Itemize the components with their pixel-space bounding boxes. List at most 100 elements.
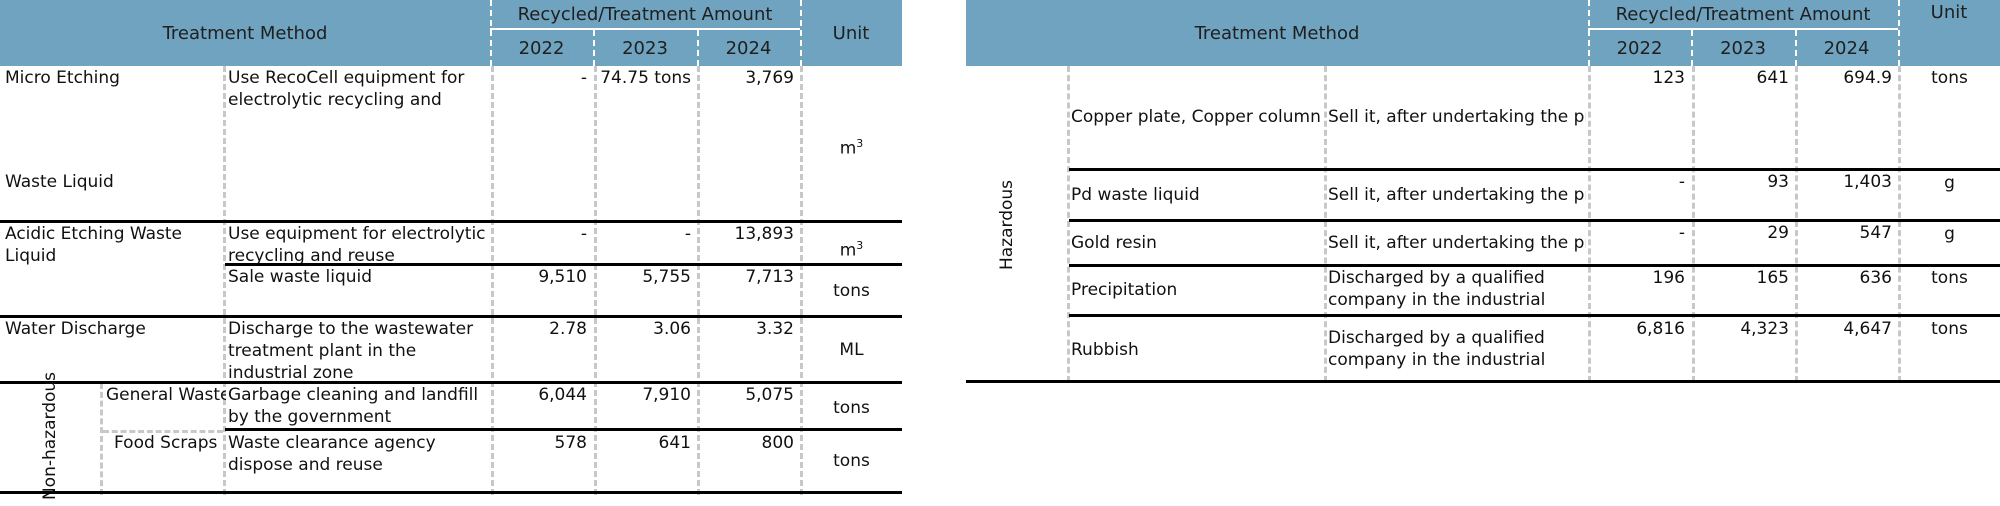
left-year-2022: 2022 [518,37,565,59]
gold-resin-name: Gold resin [1071,233,1157,253]
right-col-sep-name [1067,66,1070,382]
acidic-1-2022: - [580,224,587,244]
non-hazardous-label: Non-hazardous [40,371,60,501]
right-col-sep-2022 [1588,66,1591,382]
general-waste-method: Garbage cleaning and landfill by the gov… [228,385,479,427]
acidic-etching-method-1: Use equipment for electrolytic recycling… [228,224,486,263]
micro-etching-unit-base: m [839,138,857,159]
left-header-vsep-4 [800,0,802,66]
right-col-sep-method [1324,66,1327,382]
right-header-unit-label: Unit [1930,2,1968,23]
general-2023: 7,910 [642,385,691,405]
right-header-amount-label: Recycled/Treatment Amount [1615,3,1871,25]
right-rule-2 [1069,219,2000,222]
general-waste-name: General Waste [106,385,226,405]
copper-2022: 123 [1652,68,1685,88]
water-2024: 3.32 [756,319,794,339]
gold-unit: g [1944,224,1955,244]
left-table: Treatment Method Recycled/Treatment Amou… [0,0,902,500]
right-header-amount: Recycled/Treatment Amount [1588,0,1898,28]
right-header-2024: 2024 [1795,30,1898,66]
copper-method: Sell it, after undertaking the pro [1328,107,1586,127]
micro-etching-2023: 74.75 tons [600,68,691,88]
right-header-vsep-3 [1795,30,1797,66]
left-header-2023: 2023 [593,30,697,66]
acidic-etching-name: Acidic Etching Waste Liquid [5,224,183,266]
acidic-1-unit: m3 [803,235,900,262]
acidic-1-unit-sup: 3 [856,239,864,252]
left-year-2023: 2023 [622,37,668,59]
left-rule-5 [225,428,902,431]
general-2022: 6,044 [538,385,587,405]
acidic-2-2023: 5,755 [642,267,691,287]
left-header-2024: 2024 [697,30,800,66]
rubbish-2022: 6,816 [1636,319,1685,339]
left-header-unit: Unit [800,0,902,66]
food-2023: 641 [658,433,691,453]
rubbish-name: Rubbish [1071,340,1139,360]
left-rule-1 [0,220,902,223]
left-header-amount-label: Recycled/Treatment Amount [517,3,773,25]
micro-etching-method: Use RecoCell equipment for electrolytic … [228,68,465,115]
gold-2022: - [1678,223,1685,243]
right-header-vsep-2 [1691,30,1693,66]
copper-2024: 694.9 [1843,68,1892,88]
water-discharge-name: Water Discharge [5,319,146,339]
left-header-unit-label: Unit [832,22,870,44]
acidic-2-2024: 7,713 [745,267,794,287]
left-header-treatment-label: Treatment Method [162,22,328,44]
right-rule-4 [1069,314,2000,317]
water-2022: 2.78 [549,319,587,339]
precipitation-unit: tons [1931,268,1968,288]
pd-2023: 93 [1767,172,1789,192]
right-header-2022: 2022 [1588,30,1691,66]
right-col-sep-unit [1898,66,1901,382]
left-rule-2 [225,263,902,266]
acidic-1-2024: 13,893 [734,224,794,244]
right-header-2023: 2023 [1691,30,1795,66]
rubbish-unit: tons [1931,319,1968,339]
pd-name: Pd waste liquid [1071,185,1200,205]
acidic-2-unit: tons [833,281,870,301]
right-header-divider [1588,28,1898,30]
left-col-sep-method [223,66,226,495]
pd-unit: g [1944,173,1955,193]
right-year-2022: 2022 [1616,37,1663,59]
food-2024: 800 [761,433,794,453]
left-col-sep-2023 [594,66,597,495]
food-scraps-method: Waste clearance agency dispose and reuse [228,433,436,475]
micro-etching-name-top: Micro Etching [5,68,120,88]
left-header-treatment-method: Treatment Method [0,0,490,66]
precipitation-2024: 636 [1859,268,1892,288]
left-header-vsep-1 [490,0,492,66]
precipitation-2022: 196 [1652,268,1685,288]
micro-etching-2022: - [580,68,587,88]
precipitation-2023: 165 [1756,268,1789,288]
pd-method: Sell it, after undertaking the pro [1328,185,1586,205]
right-year-2024: 2024 [1823,37,1870,59]
general-unit: tons [833,398,870,418]
acidic-2-2022: 9,510 [538,267,587,287]
micro-etching-unit-sup: 3 [856,137,864,150]
left-col-sep-2024 [697,66,700,495]
right-header-treatment-method: Treatment Method [966,0,1588,66]
left-header-vsep-2 [593,30,595,66]
left-rule-3 [0,315,902,318]
right-rule-1 [1069,168,2000,171]
micro-etching-unit: m3 [803,133,900,160]
left-food-sep [103,430,223,433]
micro-etching-name-bottom: Waste Liquid [5,172,114,192]
right-rule-bottom [966,380,2000,383]
right-header-treatment-label: Treatment Method [1194,22,1360,44]
right-header-vsep-1 [1588,0,1590,66]
rubbish-2024: 4,647 [1843,319,1892,339]
precipitation-method: Discharged by a qualified company in the… [1328,268,1546,313]
left-header-2022: 2022 [490,30,593,66]
water-2023: 3.06 [653,319,691,339]
right-header-unit: Unit [1898,0,2000,66]
left-header-amount: Recycled/Treatment Amount [490,0,800,28]
rubbish-2023: 4,323 [1740,319,1789,339]
food-unit: tons [833,451,870,471]
acidic-1-unit-base: m [839,240,857,261]
left-col-sep-nonhaz [100,383,103,495]
